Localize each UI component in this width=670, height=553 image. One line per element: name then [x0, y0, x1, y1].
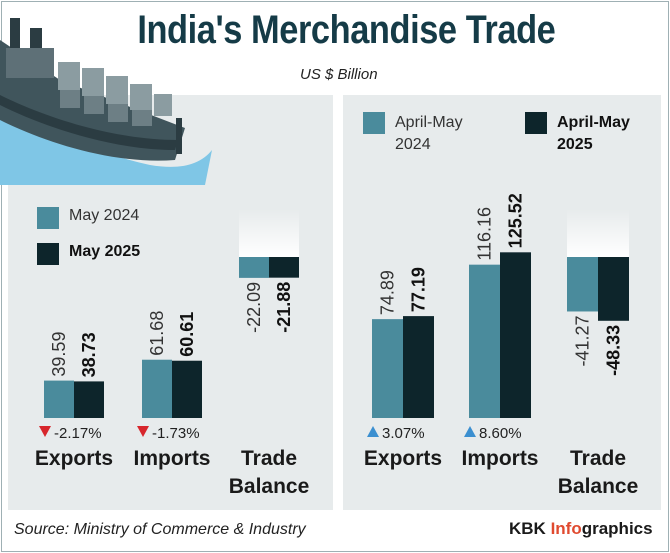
bar-exports-prev — [44, 380, 74, 418]
legend-swatch-prev — [37, 207, 59, 229]
bar-exports-curr — [74, 381, 104, 418]
bar-trade-balance-curr — [269, 257, 299, 278]
change-label: 8.60% — [479, 425, 522, 442]
category-label: Imports — [461, 447, 538, 470]
bar-trade-balance-curr — [598, 257, 629, 321]
category-label: Trade — [570, 447, 626, 470]
data-label: 77.19 — [409, 267, 429, 312]
legend-label: May 2024 — [69, 207, 140, 224]
data-label: -21.88 — [274, 282, 294, 333]
category-label: Trade — [241, 447, 297, 470]
legend-left-prev: May 2024 — [37, 207, 139, 229]
bar-imports-prev — [142, 359, 172, 418]
legend-swatch-prev — [363, 112, 385, 134]
data-label: -41.27 — [573, 315, 593, 366]
increase-triangle-icon — [464, 426, 476, 437]
legend-swatch-curr — [37, 243, 59, 265]
zero-fade — [567, 209, 629, 257]
change-label: -2.17% — [54, 425, 102, 442]
bar-exports-curr — [403, 316, 434, 418]
legend-right-prev: April-May 2024 — [363, 112, 475, 155]
decline-triangle-icon — [39, 426, 51, 437]
data-label: -48.33 — [604, 325, 624, 376]
data-label: 74.89 — [378, 270, 398, 315]
category-label: Balance — [558, 475, 639, 498]
bar-trade-balance-prev — [567, 257, 598, 312]
category-label: Exports — [35, 447, 113, 470]
category-label: Imports — [133, 447, 210, 470]
legend-right-curr: April-May 2025 — [525, 112, 637, 155]
category-label: Balance — [229, 475, 310, 498]
data-label: 38.73 — [79, 332, 99, 377]
source-note: Source: Ministry of Commerce & Industry — [14, 521, 306, 538]
bar-imports-curr — [500, 252, 531, 418]
cargo-ship-icon — [0, 18, 212, 185]
page-title: India's Merchandise Trade — [137, 8, 556, 52]
data-label: -22.09 — [244, 282, 264, 333]
data-label: 39.59 — [49, 332, 69, 377]
legend-label: April-May 2025 — [557, 114, 630, 153]
legend-label: April-May 2024 — [395, 114, 463, 153]
legend-left-curr: May 2025 — [37, 243, 140, 265]
decline-triangle-icon — [137, 426, 149, 437]
bar-exports-prev — [372, 319, 403, 418]
subtitle: US $ Billion — [300, 66, 378, 83]
bar-trade-balance-prev — [239, 257, 269, 278]
change-label: 3.07% — [382, 425, 425, 442]
brand-accent: Info — [550, 519, 582, 538]
data-label: 125.52 — [506, 193, 526, 248]
brand-main: KBK — [509, 519, 551, 538]
bar-imports-prev — [469, 264, 500, 418]
change-label: -1.73% — [152, 425, 200, 442]
zero-fade — [239, 209, 299, 257]
brand-logo: KBK Infographics — [509, 519, 653, 539]
legend-label: May 2025 — [69, 243, 141, 260]
data-label: 116.16 — [475, 207, 495, 261]
bar-imports-curr — [172, 360, 202, 418]
increase-triangle-icon — [367, 426, 379, 437]
data-label: 61.68 — [147, 311, 167, 356]
category-label: Exports — [364, 447, 442, 470]
brand-tail: graphics — [581, 519, 653, 538]
legend-swatch-curr — [525, 112, 547, 134]
data-label: 60.61 — [177, 312, 197, 357]
